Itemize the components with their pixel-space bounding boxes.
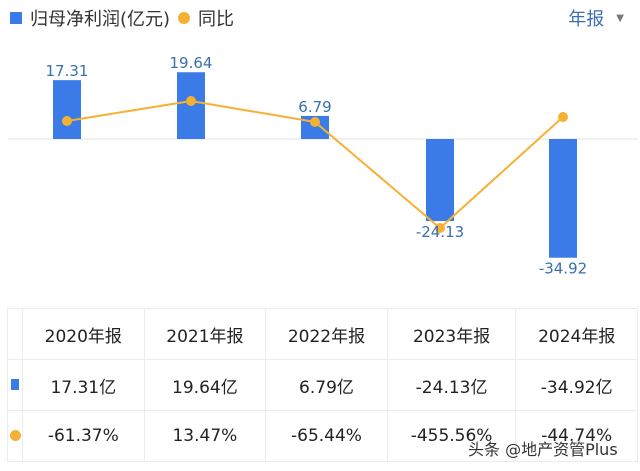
chevron-down-icon: ▼ — [616, 12, 624, 24]
profit-chart: 17.31 19.64 6.79 -24.13 -34.92 — [8, 54, 638, 278]
table-cell: -34.92亿 — [515, 359, 638, 411]
table-cell: -455.56% — [386, 410, 517, 462]
table-header: 2024年报 — [515, 308, 638, 360]
bar-series — [53, 72, 577, 258]
chart-legend: 归母净利润(亿元) 同比 — [10, 4, 234, 32]
table-cell: 19.64亿 — [143, 359, 267, 411]
table-cell: 13.47% — [143, 410, 267, 462]
table-header: 2022年报 — [265, 308, 388, 360]
table-header: 2023年报 — [386, 308, 517, 360]
line-series-swatch-icon — [178, 12, 191, 24]
bar-series-swatch-icon — [10, 12, 22, 24]
table-corner — [7, 308, 23, 360]
legend-bar-label[interactable]: 归母净利润(亿元) — [30, 9, 171, 30]
yoy-point[interactable] — [186, 96, 196, 106]
table-header-row: 2020年报 2021年报 2022年报 2023年报 2024年报 — [7, 308, 638, 360]
yoy-point[interactable] — [62, 116, 72, 126]
bar-value-label: -34.92 — [539, 260, 587, 278]
period-selector[interactable]: 年报 ▼ — [568, 4, 624, 32]
table-cell: 17.31亿 — [22, 359, 145, 411]
table-header: 2021年报 — [143, 308, 267, 360]
line-series-marker-icon — [9, 430, 21, 441]
table-header: 2020年报 — [22, 308, 145, 360]
yoy-point[interactable] — [558, 112, 568, 122]
yoy-point[interactable] — [435, 223, 445, 233]
table-row-profit: 17.31亿 19.64亿 6.79亿 -24.13亿 -34.92亿 — [7, 359, 638, 411]
bar-series-marker-icon — [11, 379, 19, 390]
table-cell: -24.13亿 — [386, 359, 517, 411]
yoy-point[interactable] — [310, 117, 320, 127]
yoy-points — [62, 96, 568, 233]
table-cell: -44.74% — [515, 410, 638, 462]
bar-value-label: -24.13 — [416, 223, 464, 241]
period-selector-label: 年报 — [568, 9, 605, 30]
watermark: 头条 @地产资管Plus — [468, 440, 618, 459]
bar-value-label: 19.64 — [170, 54, 213, 72]
table-cell: -61.37% — [22, 410, 145, 462]
bar[interactable] — [53, 80, 81, 139]
data-table: 2020年报 2021年报 2022年报 2023年报 2024年报 17.31… — [7, 308, 638, 462]
bar[interactable] — [549, 139, 577, 258]
bar-value-labels: 17.31 19.64 6.79 -24.13 -34.92 — [46, 54, 588, 278]
table-cell: 6.79亿 — [265, 359, 388, 411]
bar-value-label: 6.79 — [298, 98, 331, 116]
table-cell: -65.44% — [265, 410, 388, 462]
bar-value-label: 17.31 — [46, 62, 89, 80]
legend-line-label[interactable]: 同比 — [198, 9, 235, 30]
table-row-yoy: -61.37% 13.47% -65.44% -455.56% -44.74% — [7, 410, 638, 462]
bar[interactable] — [426, 139, 454, 222]
